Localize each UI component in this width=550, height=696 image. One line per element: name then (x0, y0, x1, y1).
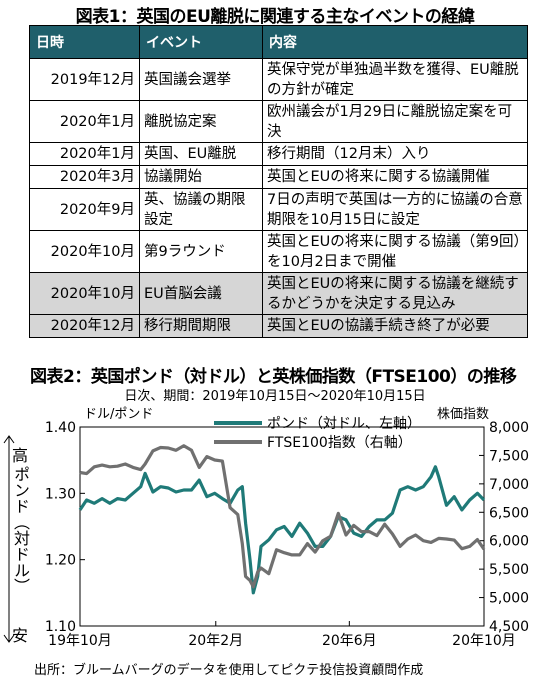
legend-label: ポンド（対ドル、左軸） (267, 416, 421, 432)
ftse100-line (79, 444, 486, 589)
table-row: 2020年12月 移行期間期限 英国とEUの協議手続き終了が必要 (29, 314, 528, 338)
y-right-tick-label: 4,500 (489, 619, 529, 635)
table-row: 2020年3月 協議開始 英国とEUの将来に関する協議開催 (29, 165, 528, 189)
table-row: 2020年1月 英国、EU離脱 移行期間（12月末）入り (29, 142, 528, 166)
y-right-tick-label: 6,000 (489, 534, 529, 550)
x-tick-label: 19年10月 (48, 633, 112, 649)
row-content: 英国とEUの協議手続き終了が必要 (262, 314, 528, 338)
x-tick-label: 20年2月 (188, 633, 243, 649)
row-event: 離脱協定案 (139, 100, 263, 143)
row-date: 2020年10月 (29, 230, 140, 273)
row-event: EU首脳会議 (139, 272, 263, 315)
row-date: 2019年12月 (29, 58, 140, 101)
row-event: 英国議会選挙 (139, 58, 263, 101)
row-content: 英国とEUの将来に関する協議を継続するかどうかを決定する見込み (262, 272, 528, 315)
y-right-tick-label: 5,000 (489, 591, 529, 607)
header-event: イベント (139, 25, 263, 59)
y-right-tick-label: 5,500 (489, 562, 529, 578)
right-axis-unit: 株価指数 (437, 407, 490, 422)
arrow-down-head (3, 634, 15, 643)
source-note: 出所：ブルームバーグのデータを使用してピクテ投信投資顧問作成 (34, 663, 424, 678)
x-tick-label: 20年6月 (322, 633, 377, 649)
row-date: 2020年1月 (29, 142, 140, 166)
table-row: 2020年10月 EU首脳会議 英国とEUの将来に関する協議を継続するかどうかを… (29, 272, 528, 315)
y-left-tick-label: 1.40 (45, 420, 76, 436)
table-row: 2019年12月 英国議会選挙 英保守党が単独過半数を獲得、EU離脱の方針が確定 (29, 58, 528, 101)
legend-label: FTSE100指数（右軸） (267, 435, 412, 451)
row-content: 英国とEUの将来に関する協議開催 (262, 165, 528, 189)
header-content: 内容 (262, 25, 528, 59)
events-table: 日時 イベント 内容 2019年12月 英国議会選挙 英保守党が単独過半数を獲得… (29, 25, 528, 338)
arrow-up-head (3, 435, 15, 444)
y-left-tick-label: 1.10 (45, 619, 76, 635)
table-row: 2020年9月 英、協議の期限設定 7日の声明で英国は一方的に協議の合意期限を1… (29, 188, 528, 231)
row-date: 2020年12月 (29, 314, 140, 338)
y-left-tick-label: 1.30 (45, 486, 76, 502)
row-date: 2020年9月 (29, 188, 140, 231)
row-date: 2020年1月 (29, 100, 140, 143)
row-content: 英国とEUの将来に関する協議（第9回）を10月2日まで開催 (262, 230, 528, 273)
row-date: 2020年3月 (29, 165, 140, 189)
chart-title: 図表2：英国ポンド（対ドル）と英株価指数（FTSE100）の推移 (30, 367, 517, 387)
high-label: 高 (12, 446, 29, 465)
row-event: 移行期間期限 (139, 314, 263, 338)
table-row: 2020年10月 第9ラウンド 英国とEUの将来に関する協議（第9回）を10月2… (29, 230, 528, 273)
x-tick-label: 20年10月 (452, 633, 516, 649)
row-event: 協議開始 (139, 165, 263, 189)
y-right-tick-label: 8,000 (489, 420, 529, 436)
table-title: 図表1：英国のEU離脱に関連する主なイベントの経緯 (75, 7, 475, 27)
row-content: 7日の声明で英国は一方的に協議の合意期限を10月15日に設定 (262, 188, 528, 231)
vertical-axis-label: ポンド（対ドル） (11, 466, 30, 594)
row-content: 英保守党が単独過半数を獲得、EU離脱の方針が確定 (262, 58, 528, 101)
table-row: 2020年1月 離脱協定案 欧州議会が1月29日に離脱協定案を可決 (29, 100, 528, 143)
row-event: 第9ラウンド (139, 230, 263, 273)
y-right-tick-label: 7,000 (489, 477, 529, 493)
row-content: 移行期間（12月末）入り (262, 142, 528, 166)
gbp-usd-line (78, 465, 486, 595)
plot-frame (79, 426, 485, 627)
left-axis-unit: ドル/ポンド (84, 407, 154, 422)
y-right-tick-label: 6,500 (489, 505, 529, 521)
y-right-tick-label: 7,500 (489, 448, 529, 464)
table-header-row: 日時 イベント 内容 (29, 25, 528, 59)
low-label: 安 (12, 626, 29, 645)
chart-subtitle: 日次、期間：2019年10月15日～2020年10月15日 (124, 389, 426, 404)
row-event: 英、協議の期限設定 (139, 188, 263, 231)
y-left-tick-label: 1.20 (45, 553, 76, 569)
